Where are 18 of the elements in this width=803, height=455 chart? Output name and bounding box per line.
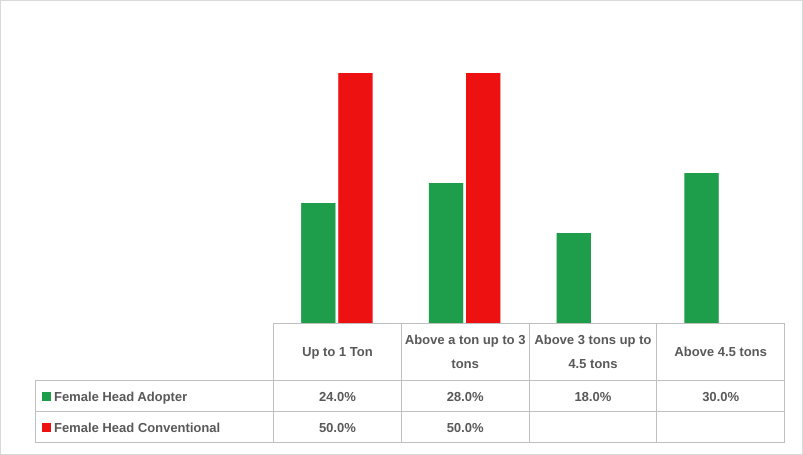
x-tick-label: Above 3 tons up to 4.5 tons	[529, 324, 657, 380]
data-label: 18.0%	[529, 380, 657, 412]
x-tick-label: Above 4.5 tons	[656, 324, 784, 380]
bar	[684, 173, 719, 323]
legend-label: Female Head Adopter	[53, 388, 188, 404]
bar	[428, 183, 464, 323]
bar	[338, 73, 373, 323]
data-label: 30.0%	[656, 380, 784, 412]
bar	[466, 73, 500, 323]
data-label: 50.0%	[274, 412, 402, 442]
data-label: 50.0%	[401, 412, 529, 442]
data-label: 28.0%	[401, 380, 529, 412]
bar	[301, 203, 336, 323]
legend-label: Female Head Conventional	[53, 420, 220, 434]
data-label: 24.0%	[274, 380, 402, 412]
x-tick-label: Above a ton up to 3 tons	[401, 324, 529, 380]
x-tick-label: Up to 1 Ton	[274, 324, 402, 380]
bar	[556, 233, 591, 323]
